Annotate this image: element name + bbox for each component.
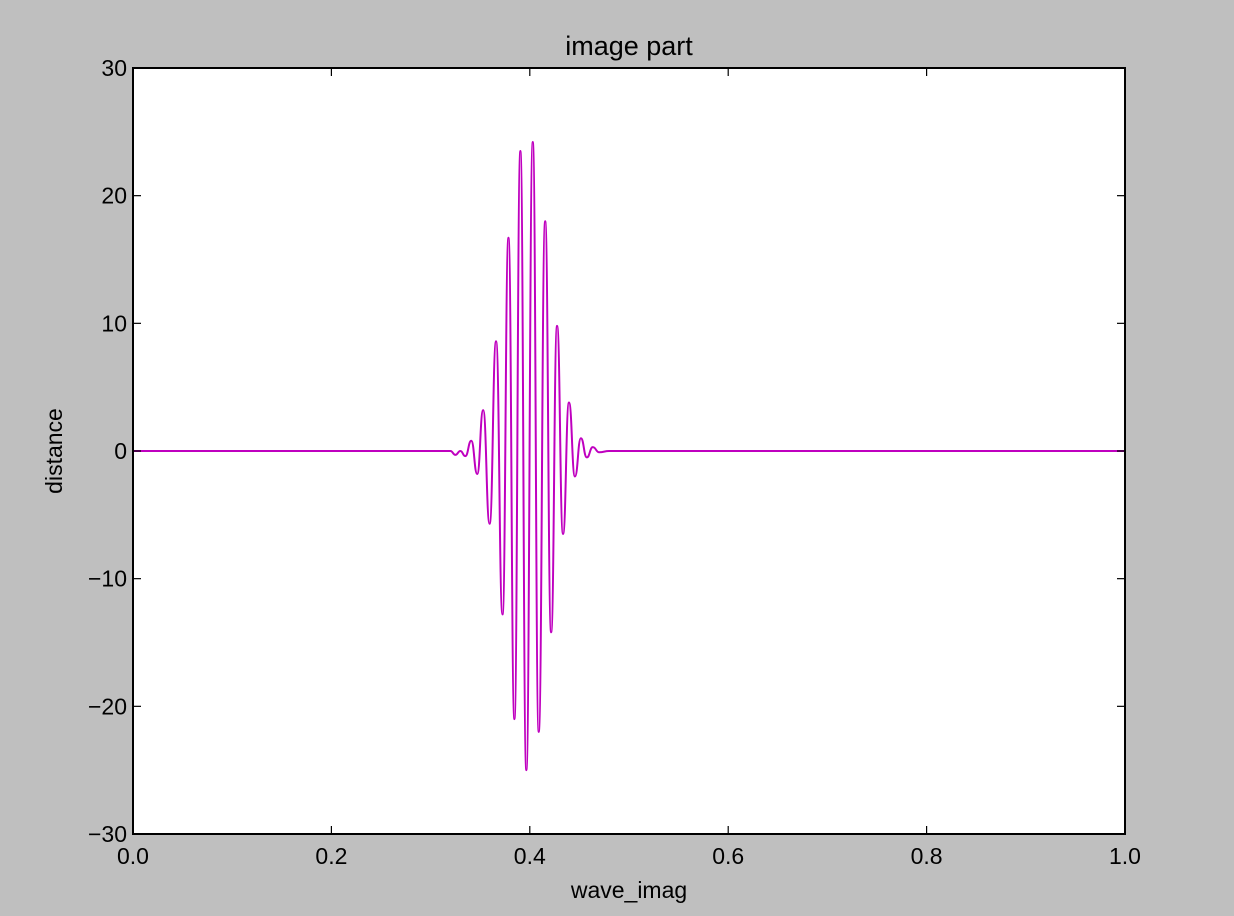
x-tick-label: 1.0	[1109, 843, 1141, 869]
chart-title: image part	[565, 31, 693, 61]
y-tick-label: −30	[88, 821, 127, 847]
y-tick-label: 30	[101, 55, 127, 81]
x-axis-label: wave_imag	[570, 877, 687, 903]
y-tick-label: −10	[88, 566, 127, 592]
x-tick-label: 0.8	[911, 843, 943, 869]
y-axis-label: distance	[41, 408, 67, 494]
tick-labels-layer: 0.0 0.2 0.4 0.6 0.8 1.0 30 20 10 0 −10 −20 −30	[88, 55, 1141, 869]
y-tick-label: 0	[114, 438, 127, 464]
plot-frame	[132, 67, 1126, 835]
series-layer	[132, 141, 1125, 772]
x-tick-label: 0.6	[712, 843, 744, 869]
y-tick-label: 20	[101, 183, 127, 209]
y-tick-label: 10	[101, 310, 127, 336]
x-tick-label: 0.0	[117, 843, 149, 869]
x-tick-label: 0.2	[315, 843, 347, 869]
y-tick-label: −20	[88, 693, 127, 719]
series-line-0	[132, 141, 1125, 772]
x-tick-label: 0.4	[514, 843, 546, 869]
